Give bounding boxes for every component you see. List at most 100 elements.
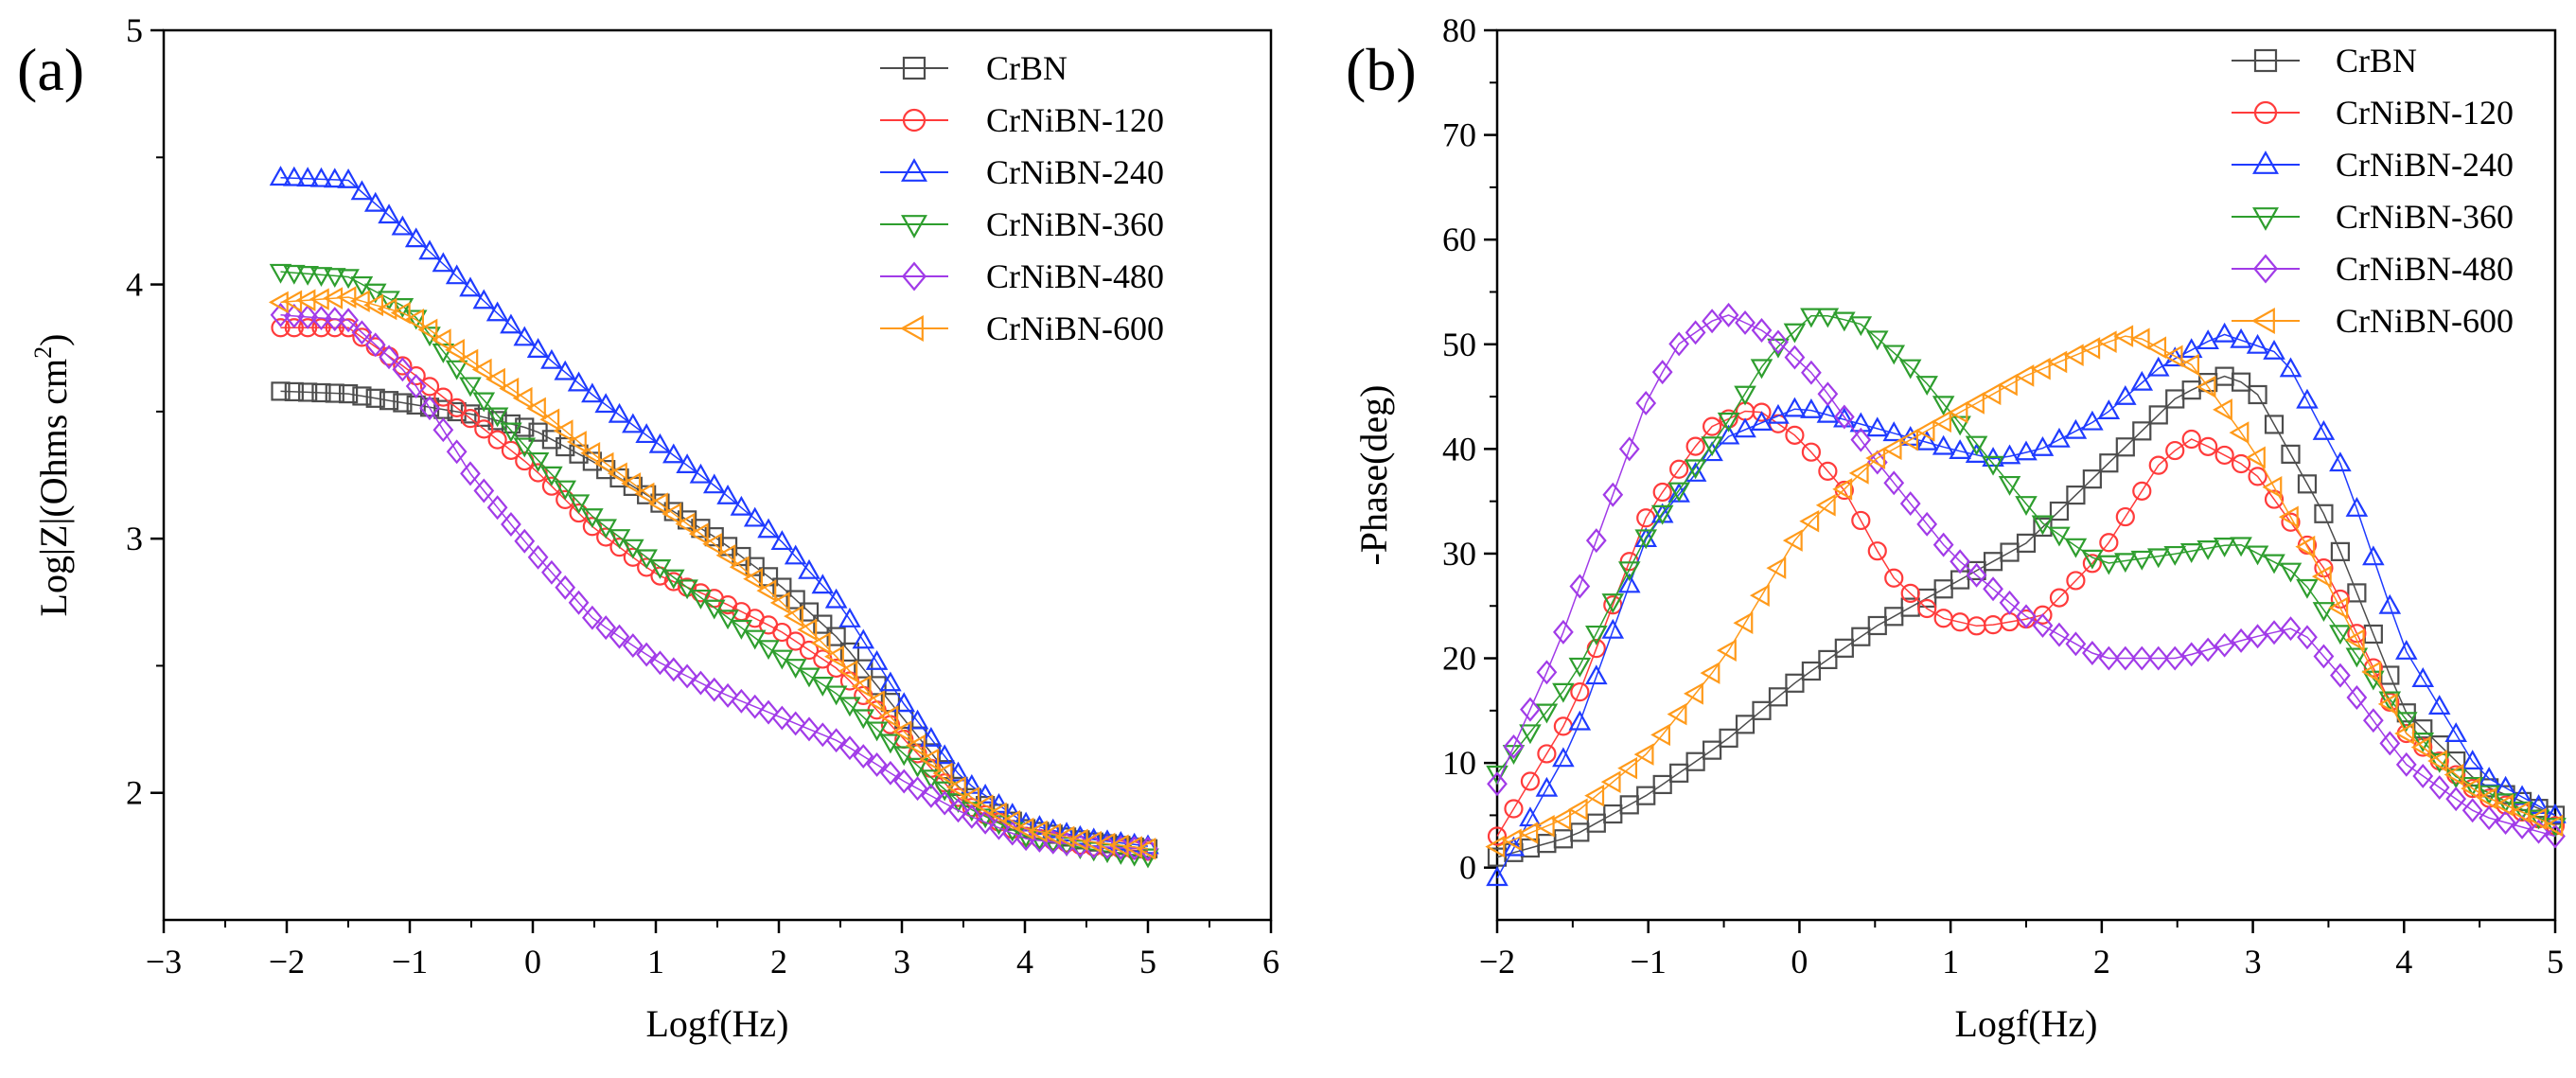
data-point [515,417,535,437]
data-point [947,798,969,823]
legend-label: CrBN [986,49,1067,87]
x-tick-label: 5 [1139,943,1156,981]
data-point [1651,360,1673,385]
y-axis-title: -Phase(deg) [1352,384,1395,565]
data-point [1998,444,2021,465]
data-point [1966,562,1987,588]
series-CrBN [271,381,1158,858]
data-point [310,306,332,330]
data-point [798,558,820,579]
data-point [704,527,724,547]
data-point [1716,639,1737,663]
data-point [541,430,562,450]
data-point [662,503,682,525]
data-point [2063,344,2084,366]
data-point [458,348,479,372]
data-point [622,539,644,559]
data-point [933,781,956,802]
data-point [1702,416,1722,436]
data-point [378,203,400,224]
data-point [1634,529,1658,550]
data-point [622,633,644,659]
data-point [1702,740,1722,760]
data-point [1752,402,1772,422]
data-point [1800,308,1823,328]
data-point [1685,751,1705,771]
legend-label: CrNiBN-600 [2336,302,2514,340]
y-tick-label: 20 [1442,640,1476,678]
data-point [607,462,627,486]
y-tick-label: 80 [1442,11,1476,49]
legend-marker [2252,150,2279,174]
data-point [1617,561,1641,582]
data-point [839,735,860,761]
data-point [271,318,291,338]
data-point [1519,724,1542,745]
data-point [2461,777,2480,800]
series-CrNiBN-480 [270,302,1158,861]
data-point [865,690,885,713]
data-point [2412,763,2434,788]
data-point [2048,526,2071,547]
data-point [824,645,844,668]
data-point [920,769,943,790]
data-point [2231,453,2251,474]
data-point [2527,809,2550,830]
data-point [2030,357,2051,380]
data-point [826,627,846,646]
y-axis-title-sup: 2 [29,346,57,359]
data-point [1865,416,1889,437]
data-point [2047,350,2068,374]
data-point [2064,538,2088,558]
data-point [2179,338,2203,359]
data-point [1535,703,1559,724]
data-point [324,307,345,332]
data-point [485,407,509,428]
data-point [986,802,1007,825]
data-point [432,252,455,273]
data-point [1668,331,1690,357]
data-point [2247,624,2268,649]
legend-label: CrNiBN-480 [2336,250,2514,288]
data-point [1898,428,1919,451]
data-point [1965,435,1988,456]
data-point [757,640,780,661]
data-point [2016,604,2037,629]
data-point [525,397,546,420]
data-point [1850,427,1872,452]
data-point [879,671,902,692]
data-point [1685,320,1706,345]
data-point [769,592,790,614]
data-point [1684,462,1707,482]
data-point [2427,695,2451,715]
data-point [2394,722,2415,745]
data-point [1983,576,2003,602]
data-point [1749,584,1770,607]
data-point [2295,535,2316,558]
data-point [1816,402,1840,423]
data-point [2512,814,2532,839]
data-point [2080,337,2101,360]
data-point [758,699,779,725]
data-point [770,530,794,551]
data-point [1733,611,1754,634]
data-point [2444,722,2467,743]
data-point [2082,554,2102,574]
data-point [363,293,384,317]
data-point [296,265,319,286]
data-point [2362,708,2384,733]
data-point [879,733,902,754]
data-point [1601,593,1625,613]
data-point [390,301,411,325]
data-point [919,748,940,771]
data-point [595,615,617,641]
data-point [284,318,304,338]
data-point [567,494,591,515]
data-point [581,382,604,403]
x-tick-label: 4 [2395,943,2412,981]
data-point [2081,549,2104,570]
data-point [2196,375,2216,398]
data-point [1735,309,1756,335]
data-point [1899,491,1921,517]
data-point [2115,506,2135,527]
